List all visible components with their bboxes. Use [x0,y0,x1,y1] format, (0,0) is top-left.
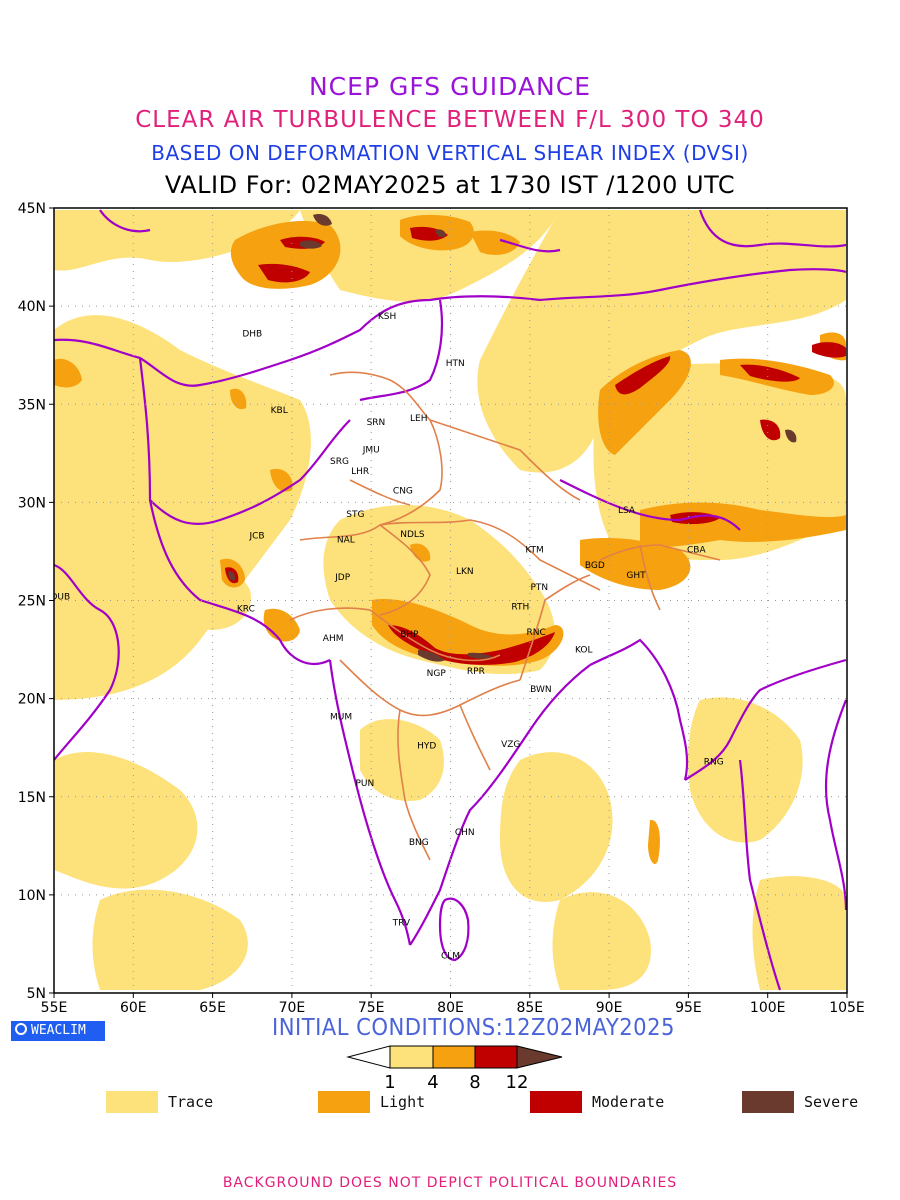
longitude-label: 100E [750,1000,786,1016]
city-label-rpr: RPR [467,667,485,677]
international-boundaries [54,209,847,991]
longitude-label: 70E [279,1000,306,1016]
longitude-label: 105E [829,1000,865,1016]
city-label-kol: KOL [575,646,593,656]
city-label-krc: KRC [237,604,255,614]
city-label-kbl: KBL [271,406,288,416]
city-label-stg: STG [346,510,364,520]
latitude-label: 25N [18,594,46,610]
city-label-jdp: JDP [334,573,351,583]
colorbar-tick: 12 [506,1072,529,1093]
city-label-cng: CNG [393,487,413,497]
city-label-htn: HTN [446,359,465,369]
city-label-srn: SRN [367,418,386,428]
graticule [54,208,847,993]
latitude-label: 45N [18,201,46,217]
initial-conditions-label: INITIAL CONDITIONS:12Z02MAY2025 [272,1015,675,1041]
longitude-label: 60E [120,1000,147,1016]
legend-swatch [106,1091,158,1113]
latitude-label: 20N [18,692,46,708]
city-label-bng: BNG [409,838,429,848]
legend-label: Moderate [592,1093,665,1111]
city-label-lsa: LSA [618,506,636,516]
latitude-label: 5N [27,986,46,1002]
city-label-rth: RTH [511,602,529,612]
city-label-mum: MUM [330,712,352,722]
city-label-srg: SRG [330,457,349,467]
city-label-hyd: HYD [417,742,436,752]
latitude-label: 15N [18,790,46,806]
city-label-trv: TRV [392,918,411,928]
city-label-ndls: NDLS [400,530,425,540]
latitude-label: 40N [18,299,46,315]
city-label-bhp: BHP [400,630,419,640]
city-label-ght: GHT [626,571,646,581]
colorbar: 1 4 8 12 [346,1045,563,1093]
legend-swatch [318,1091,370,1113]
city-label-ktm: KTM [525,545,543,555]
legend-label: Light [380,1093,426,1111]
title-valid-time: VALID For: 02MAY2025 at 1730 IST /1200 U… [164,171,736,199]
city-label-rnc: RNC [527,628,546,638]
moderate-areas [225,226,846,665]
city-label-pun: PUN [355,779,374,789]
colorbar-tick: 1 [384,1072,395,1093]
colorbar-tick: 4 [427,1072,438,1093]
city-label-chn: CHN [455,828,475,838]
axis-ticks: 55E 60E 65E 70E 75E 80E 85E 90E 95E 100E 105E 45N 40… [18,201,865,1016]
city-label-lkn: LKN [456,567,474,577]
legend-label: Trace [168,1093,214,1111]
city-label-cba: CBA [687,545,706,555]
longitude-label: 65E [199,1000,226,1016]
city-label-ngp: NGP [427,669,447,679]
city-label-ksh: KSH [378,312,396,322]
longitude-label: 80E [437,1000,464,1016]
city-label-leh: LEH [410,414,427,424]
title-method: BASED ON DEFORMATION VERTICAL SHEAR INDE… [151,141,749,165]
city-label-bwn: BWN [530,685,552,695]
title-model: NCEP GFS GUIDANCE [308,72,591,101]
latitude-label: 30N [18,495,46,511]
city-label-lhr: LHR [351,467,369,477]
city-label-dub: DUB [50,593,70,603]
city-label-rng: RNG [704,757,724,767]
legend-swatch [742,1091,794,1113]
latitude-label: 10N [18,888,46,904]
disclaimer-footer: BACKGROUND DOES NOT DEPICT POLITICAL BOU… [222,1175,678,1191]
legend-label: Severe [804,1093,859,1111]
city-label-bgd: BGD [585,561,605,571]
logo-circle-icon [15,1023,27,1035]
city-label-ahm: AHM [323,634,344,644]
title-product: CLEAR AIR TURBULENCE BETWEEN F/L 300 TO … [135,107,765,133]
brand-label: WEACLIM [31,1023,86,1038]
longitude-label: 55E [41,1000,68,1016]
legend-swatch [530,1091,582,1113]
city-label-dhb: DHB [242,330,262,340]
city-label-jmu: JMU [362,445,380,455]
longitude-label: 75E [358,1000,385,1016]
city-label-vzg: VZG [501,740,520,750]
longitude-label: 95E [675,1000,702,1016]
longitude-label: 85E [516,1000,543,1016]
severe-areas [228,214,797,662]
latitude-label: 35N [18,397,46,413]
longitude-label: 90E [596,1000,623,1016]
weaclim-logo: WEACLIM [11,1021,105,1041]
city-label-jcb: JCB [248,532,264,542]
city-label-nal: NAL [337,536,355,546]
city-label-clm: CLM [441,952,460,962]
colorbar-tick: 8 [469,1072,480,1093]
city-label-ptn: PTN [530,583,548,593]
